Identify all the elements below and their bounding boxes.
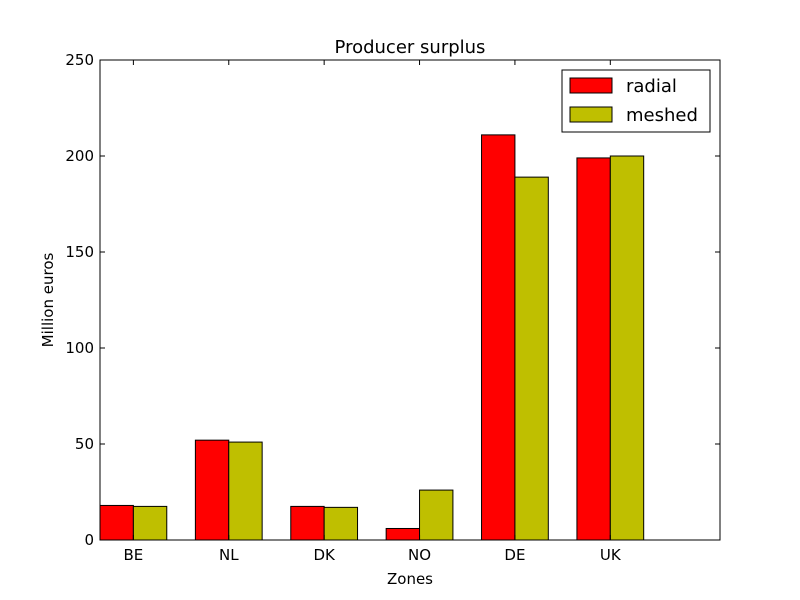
- y-tick-label: 150: [65, 243, 94, 261]
- y-tick-label: 50: [75, 435, 94, 453]
- legend: radial meshed: [561, 69, 711, 133]
- y-tick-label: 250: [65, 51, 94, 69]
- bar-meshed-uk: [609, 155, 645, 541]
- bar-radial-uk: [576, 157, 611, 541]
- x-tick-label-nl: NL: [219, 546, 239, 564]
- bar-radial-nl: [194, 439, 230, 541]
- legend-label-meshed: meshed: [626, 105, 698, 126]
- bar-meshed-nl: [228, 441, 263, 541]
- y-axis-label: Million euros: [39, 253, 57, 348]
- bars-layer: [99, 134, 645, 541]
- y-tick-label: 0: [84, 531, 94, 549]
- legend-swatch-radial: [569, 77, 613, 94]
- bar-meshed-dk: [323, 506, 359, 541]
- bar-radial-be: [99, 504, 134, 541]
- bar-radial-de: [481, 134, 516, 541]
- bar-meshed-be: [132, 505, 168, 541]
- bar-radial-no: [385, 527, 421, 541]
- bar-radial-dk: [290, 505, 325, 541]
- bar-meshed-de: [514, 176, 549, 541]
- x-axis-label: Zones: [387, 570, 433, 588]
- plot-frame: [99, 59, 721, 541]
- chart-title: Producer surplus: [335, 37, 486, 58]
- y-tick-label: 200: [65, 147, 94, 165]
- legend-label-radial: radial: [626, 76, 677, 97]
- x-tick-label-be: BE: [123, 546, 143, 564]
- x-tick-label-dk: DK: [313, 546, 336, 564]
- x-tick-label-no: NO: [408, 546, 431, 564]
- legend-swatch-meshed: [569, 106, 613, 123]
- y-tick-label: 100: [65, 339, 94, 357]
- x-tick-label-de: DE: [504, 546, 525, 564]
- bar-meshed-no: [419, 489, 454, 541]
- ticks-layer: 0 50 100 150 200 250 BE NL DK NO DE UK: [65, 51, 720, 564]
- x-tick-label-uk: UK: [600, 546, 622, 564]
